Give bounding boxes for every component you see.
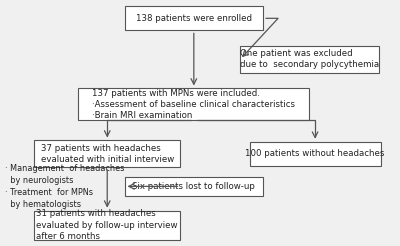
FancyBboxPatch shape	[250, 142, 380, 166]
Text: 137 patients with MPNs were included.
·Assessment of baseline clinical character: 137 patients with MPNs were included. ·A…	[92, 89, 295, 120]
Text: Six patients lost to follow-up: Six patients lost to follow-up	[132, 182, 255, 191]
FancyBboxPatch shape	[78, 89, 309, 120]
Text: 100 patients without headaches: 100 patients without headaches	[245, 149, 385, 158]
Text: One patient was excluded
due to  secondary polycythemia: One patient was excluded due to secondar…	[240, 49, 379, 69]
Text: 37 patients with headaches
evaluated with initial interview: 37 patients with headaches evaluated wit…	[41, 144, 174, 164]
Text: · Management  of headaches
  by neurologists
· Treatment  for MPNs
  by hematolo: · Management of headaches by neurologist…	[5, 164, 125, 209]
FancyBboxPatch shape	[240, 46, 378, 73]
FancyBboxPatch shape	[34, 211, 180, 240]
Text: 138 patients were enrolled: 138 patients were enrolled	[136, 14, 252, 23]
FancyBboxPatch shape	[34, 140, 180, 167]
FancyBboxPatch shape	[124, 6, 263, 31]
FancyBboxPatch shape	[124, 177, 263, 196]
Text: 31 patients with headaches
evaluated by follow-up interview
after 6 months: 31 patients with headaches evaluated by …	[36, 210, 178, 241]
